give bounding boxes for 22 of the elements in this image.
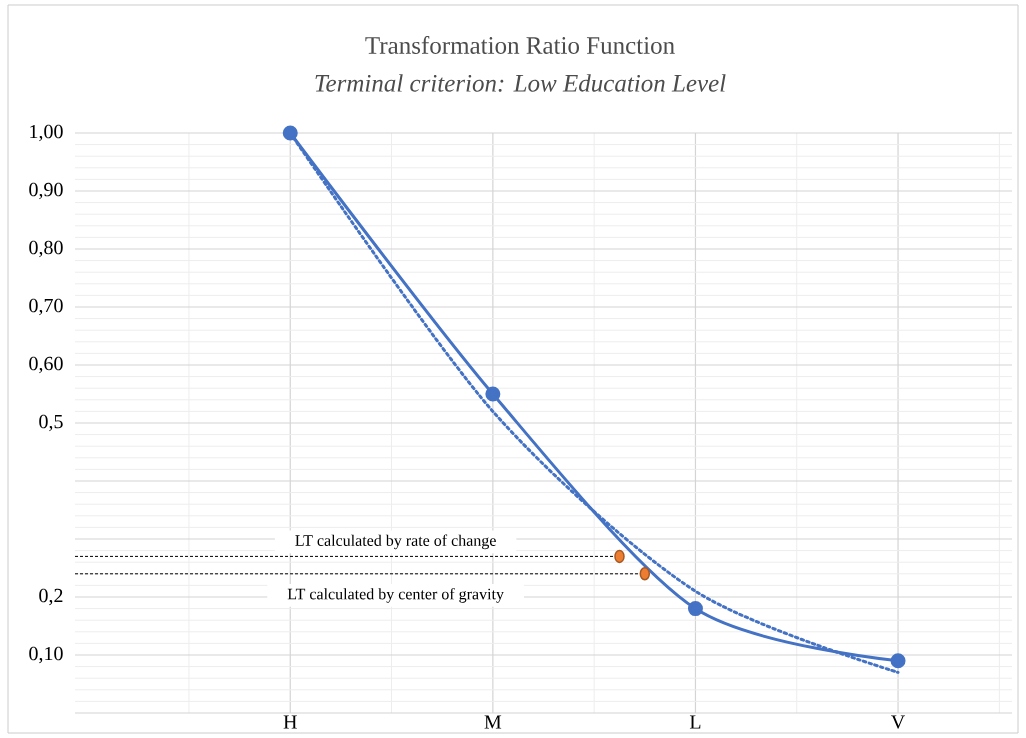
point bbox=[614, 549, 625, 564]
x-tick-label: V bbox=[891, 715, 906, 729]
point bbox=[687, 601, 703, 617]
x-tick-label: L bbox=[689, 715, 701, 729]
chart-subtitle: Terminal criterion: Low Education Level bbox=[315, 74, 726, 92]
y-tick-label: 1,00 bbox=[30, 124, 63, 142]
y-tick-label: 0,90 bbox=[29, 182, 63, 200]
point bbox=[282, 125, 298, 141]
x-tick-label: H bbox=[283, 715, 297, 729]
point bbox=[890, 653, 906, 669]
annotation: LT calculated by rate of change bbox=[295, 534, 496, 550]
x-tick-label: M bbox=[484, 715, 502, 729]
y-tick-label: 0,5 bbox=[39, 414, 63, 432]
y-tick-label: 0,70 bbox=[29, 298, 63, 316]
y-tick-label: 0,10 bbox=[29, 646, 63, 664]
y-tick-label: 0,60 bbox=[29, 356, 63, 374]
y-tick-label: 0,80 bbox=[29, 240, 63, 258]
chart-title: Transformation Ratio Function bbox=[365, 36, 675, 54]
point bbox=[485, 386, 501, 402]
y-tick-label: 0,2 bbox=[39, 588, 63, 606]
point bbox=[639, 567, 651, 581]
annotation: LT calculated by center of gravity bbox=[287, 588, 504, 603]
